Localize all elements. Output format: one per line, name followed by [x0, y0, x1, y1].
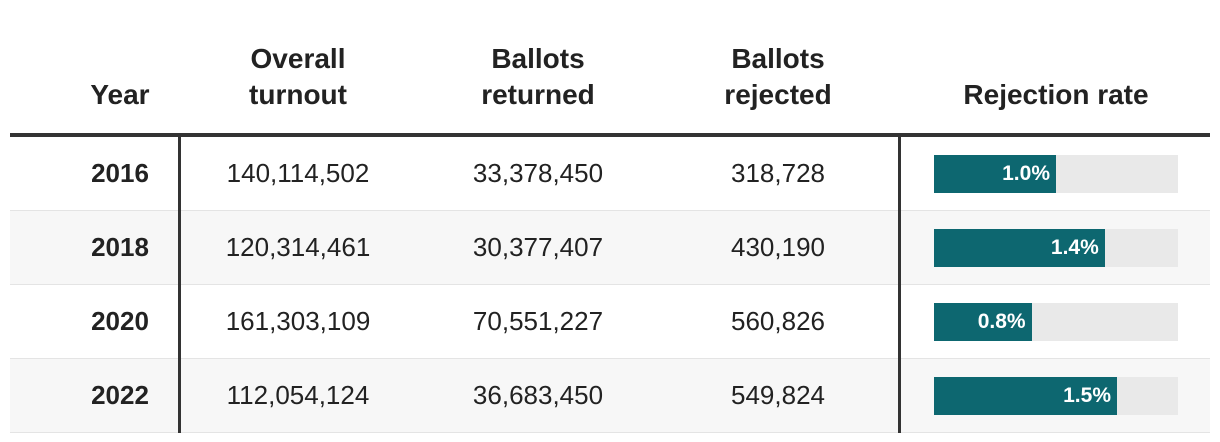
header-year: Year	[90, 79, 150, 110]
rejection-rate-bar-track: 1.5%	[934, 377, 1178, 415]
cell-overall-turnout: 120,314,461	[225, 232, 371, 262]
rejection-rate-label: 1.0%	[1002, 162, 1050, 185]
header-overall-turnout: Overall turnout	[249, 43, 347, 110]
header-divider	[10, 133, 1210, 137]
rejection-rate-label: 0.8%	[977, 310, 1026, 333]
rate-column-divider	[898, 137, 901, 433]
cell-year: 2018	[91, 232, 149, 262]
header-ballots-returned: Ballots returned	[481, 43, 595, 110]
rejection-rate-bar-track: 0.8%	[934, 303, 1178, 341]
rejection-rate-bar: 1.0%	[934, 155, 1056, 193]
cell-year: 2020	[91, 306, 149, 336]
rejection-rate-label: 1.5%	[1063, 384, 1111, 407]
cell-ballots-returned: 70,551,227	[472, 306, 604, 336]
cell-overall-turnout: 112,054,124	[226, 380, 370, 410]
cell-ballots-returned: 33,378,450	[472, 158, 604, 188]
table-header: Year Overall turnout Ballots returned Ball…	[10, 0, 1210, 133]
cell-ballots-rejected: 549,824	[731, 380, 825, 410]
header-ballots-rejected: Ballots rejected	[724, 43, 832, 110]
rejection-rate-label: 1.4%	[1050, 236, 1099, 259]
rejection-rate-bar-track: 1.0%	[934, 155, 1178, 193]
year-column-divider	[178, 137, 181, 433]
cell-overall-turnout: 140,114,502	[226, 158, 370, 188]
cell-year: 2022	[91, 380, 149, 410]
rejection-rate-bar: 1.4%	[934, 229, 1105, 267]
cell-overall-turnout: 161,303,109	[225, 306, 371, 336]
table-row: 2022 112,054,124 36,683,450 549,824 1.5%	[10, 359, 1210, 433]
table-row: 2016 140,114,502 33,378,450 318,728 1.0%	[10, 137, 1210, 211]
rejection-rate-bar-track: 1.4%	[934, 229, 1178, 267]
cell-ballots-rejected: 430,190	[731, 232, 825, 262]
rejection-rate-bar: 1.5%	[934, 377, 1117, 415]
cell-ballots-returned: 36,683,450	[472, 380, 604, 410]
table-row: 2018 120,314,461 30,377,407 430,190 1.4%	[10, 211, 1210, 285]
cell-ballots-rejected: 560,826	[731, 306, 825, 336]
cell-ballots-rejected: 318,728	[731, 158, 825, 188]
cell-ballots-returned: 30,377,407	[472, 232, 604, 262]
header-rejection-rate: Rejection rate	[963, 79, 1149, 110]
rejection-rate-bar: 0.8%	[934, 303, 1032, 341]
cell-year: 2016	[91, 158, 149, 188]
table-row: 2020 161,303,109 70,551,227 560,826 0.8%	[10, 285, 1210, 359]
